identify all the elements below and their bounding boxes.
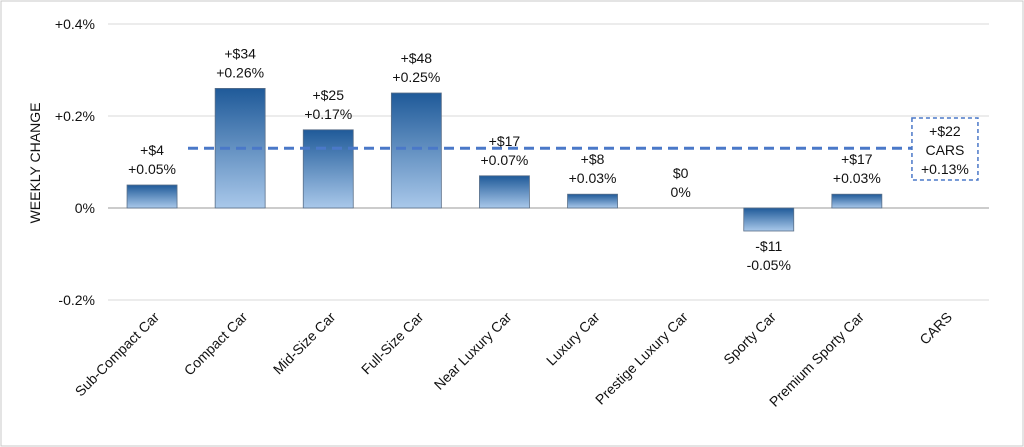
- pct-label: +0.05%: [128, 161, 176, 177]
- y-axis-label: WEEKLY CHANGE: [27, 103, 43, 224]
- bar-7: [743, 207, 795, 232]
- y-tick-label: -0.2%: [58, 292, 95, 308]
- dollar-label: +$34: [224, 45, 256, 61]
- bar-0: [126, 184, 178, 209]
- x-tick-label: Compact Car: [181, 309, 251, 379]
- dollar-label: $0: [673, 165, 689, 181]
- pct-label: +0.07%: [481, 152, 529, 168]
- bar-5: [567, 193, 618, 209]
- bar-3: [390, 92, 442, 209]
- bar-8: [831, 193, 883, 209]
- x-tick-label: Mid-Size Car: [270, 309, 339, 378]
- average-pct-label: +0.13%: [921, 161, 969, 177]
- dollar-label: -$11: [755, 238, 782, 254]
- pct-label: +0.25%: [392, 69, 440, 85]
- dollar-label: +$8: [581, 151, 605, 167]
- dollar-label: +$4: [140, 142, 164, 158]
- average-name-label: CARS: [925, 142, 964, 158]
- bar-4: [479, 175, 530, 209]
- pct-label: +0.26%: [216, 64, 264, 80]
- x-tick-label: CARS: [916, 309, 955, 348]
- x-tick-label: Full-Size Car: [358, 309, 427, 378]
- bar-2: [302, 129, 354, 209]
- average-label-box: [911, 117, 979, 181]
- y-tick-label: +0.2%: [55, 108, 95, 124]
- dollar-label: +$17: [841, 151, 873, 167]
- pct-label: -0.05%: [747, 257, 791, 273]
- y-tick-label: +0.4%: [55, 16, 95, 32]
- x-tick-label: Sporty Car: [720, 309, 779, 368]
- x-tick-label: Sub-Compact Car: [72, 309, 163, 400]
- pct-label: +0.03%: [833, 170, 881, 186]
- x-tick-label: Luxury Car: [543, 309, 603, 369]
- x-tick-label: Premium Sporty Car: [766, 309, 867, 410]
- dollar-label: +$17: [489, 133, 521, 149]
- pct-label: 0%: [671, 184, 691, 200]
- average-dollar-label: +$22: [929, 123, 961, 139]
- dollar-label: +$48: [401, 50, 433, 66]
- pct-label: +0.03%: [569, 170, 617, 186]
- x-tick-label: Near Luxury Car: [431, 309, 515, 393]
- pct-label: +0.17%: [304, 106, 352, 122]
- dollar-label: +$25: [312, 87, 344, 103]
- x-tick-label: Prestige Luxury Car: [592, 309, 691, 408]
- y-tick-label: 0%: [75, 200, 95, 216]
